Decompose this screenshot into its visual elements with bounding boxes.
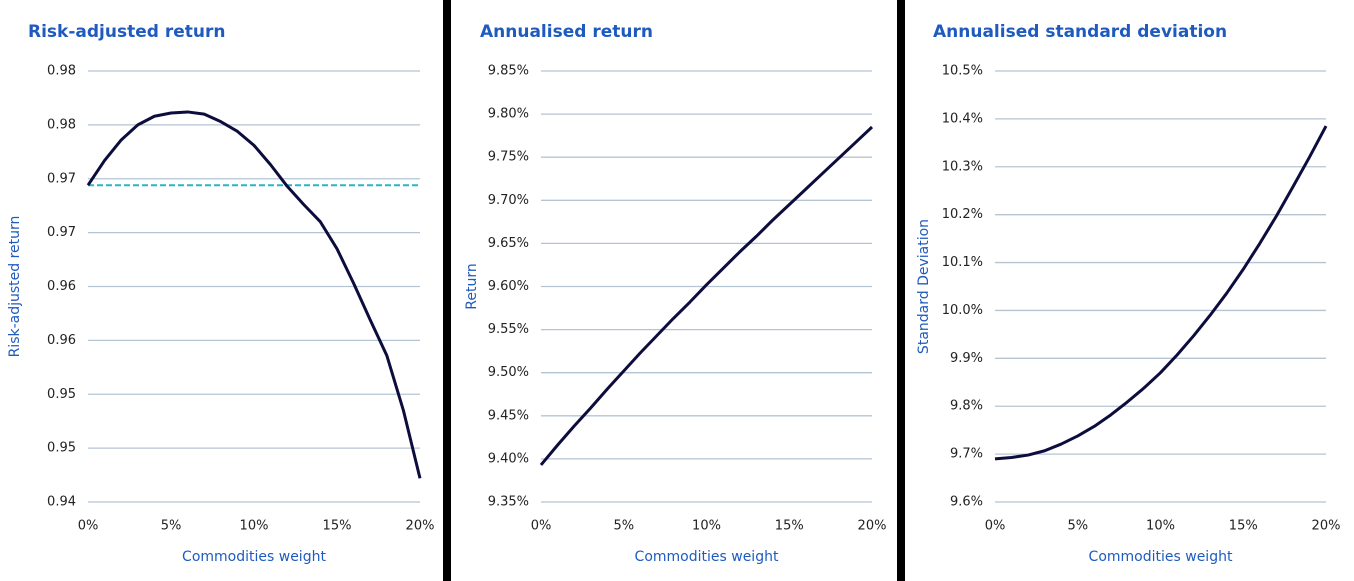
x-tick-label: 10% xyxy=(1146,519,1175,534)
x-tick-label: 15% xyxy=(775,519,804,534)
y-tick-label: 10.5% xyxy=(942,64,983,79)
y-axis-label: Return xyxy=(464,263,480,309)
y-tick-label: 9.65% xyxy=(488,236,529,251)
x-tick-label: 15% xyxy=(1229,519,1258,534)
x-tick-label: 20% xyxy=(1312,519,1341,534)
y-tick-label: 9.35% xyxy=(488,495,529,510)
x-axis-label: Commodities weight xyxy=(182,549,326,565)
y-tick-label: 0.94 xyxy=(47,495,76,510)
x-tick-label: 0% xyxy=(78,519,99,534)
x-tick-label: 0% xyxy=(985,519,1006,534)
x-axis-label: Commodities weight xyxy=(1089,549,1233,565)
y-tick-label: 10.0% xyxy=(942,303,983,318)
y-tick-label: 9.55% xyxy=(488,322,529,337)
y-tick-label: 9.85% xyxy=(488,64,529,79)
x-axis-label: Commodities weight xyxy=(635,549,779,565)
y-tick-label: 10.1% xyxy=(942,255,983,270)
y-tick-label: 0.98 xyxy=(47,117,76,132)
x-tick-label: 20% xyxy=(858,519,887,534)
x-tick-label: 15% xyxy=(323,519,352,534)
divider xyxy=(897,0,905,581)
line xyxy=(539,125,874,466)
y-tick-label: 0.98 xyxy=(47,64,76,79)
chart-title: Annualised return xyxy=(480,22,653,42)
y-tick-label: 9.75% xyxy=(488,150,529,165)
x-tick-label: 10% xyxy=(240,519,269,534)
y-tick-label: 0.95 xyxy=(47,441,76,456)
x-tick-label: 5% xyxy=(161,519,182,534)
y-tick-label: 9.70% xyxy=(488,193,529,208)
x-tick-label: 0% xyxy=(531,519,552,534)
line xyxy=(994,125,1328,461)
y-tick-label: 10.3% xyxy=(942,159,983,174)
y-tick-label: 9.60% xyxy=(488,279,529,294)
chart-title: Risk-adjusted return xyxy=(28,22,225,42)
y-tick-label: 9.8% xyxy=(950,399,983,414)
y-tick-label: 9.50% xyxy=(488,365,529,380)
y-tick-label: 9.45% xyxy=(488,408,529,423)
y-tick-label: 0.97 xyxy=(47,171,76,186)
x-tick-label: 5% xyxy=(613,519,634,534)
line xyxy=(86,110,422,479)
y-tick-label: 0.96 xyxy=(47,279,76,294)
y-tick-label: 9.9% xyxy=(950,351,983,366)
y-tick-label: 0.97 xyxy=(47,225,76,240)
y-tick-label: 9.7% xyxy=(950,447,983,462)
x-tick-label: 10% xyxy=(692,519,721,534)
y-tick-label: 9.40% xyxy=(488,451,529,466)
y-tick-label: 0.96 xyxy=(47,333,76,348)
chart-title: Annualised standard deviation xyxy=(933,22,1227,42)
x-tick-label: 20% xyxy=(406,519,435,534)
y-tick-label: 10.2% xyxy=(942,207,983,222)
divider xyxy=(443,0,451,581)
y-tick-label: 9.6% xyxy=(950,495,983,510)
x-tick-label: 5% xyxy=(1067,519,1088,534)
y-tick-label: 9.80% xyxy=(488,107,529,122)
y-axis-label: Standard Deviation xyxy=(916,219,932,354)
y-tick-label: 0.95 xyxy=(47,387,76,402)
y-axis-label: Risk-adjusted return xyxy=(7,216,23,358)
y-tick-label: 10.4% xyxy=(942,111,983,126)
